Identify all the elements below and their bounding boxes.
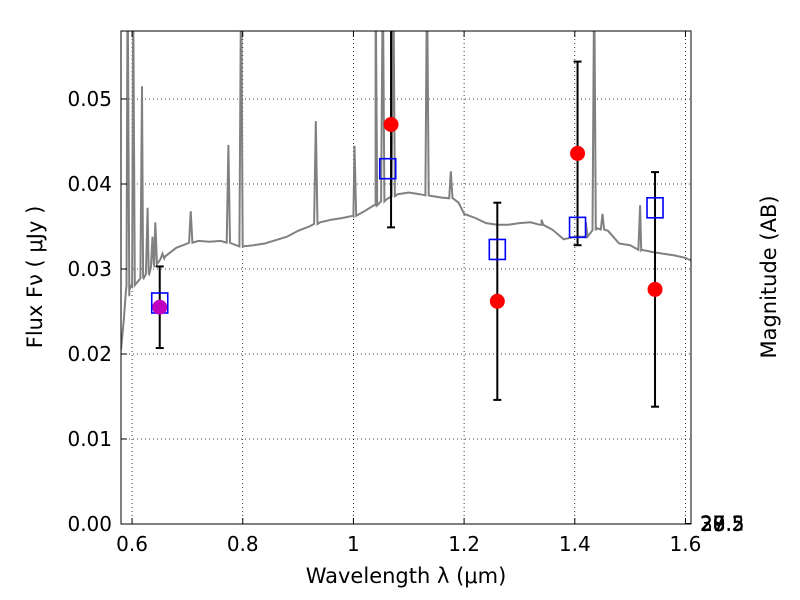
x-tick-label: 0.6 (116, 532, 148, 556)
observed-flux-point (489, 293, 505, 309)
grid-layer (121, 31, 691, 524)
x-axis-ticks: 0.6 0.8 1 1.2 1.4 1.6 (116, 31, 701, 556)
magnitude-tick-label: 29 (700, 512, 725, 536)
model-spectrum-line (121, 31, 691, 350)
model-flux-box (488, 238, 507, 261)
observed-flux-point (570, 145, 586, 161)
x-tick-label: 1.2 (448, 532, 480, 556)
y-tick-label: 0.00 (67, 512, 112, 536)
magnitude-axis-label: Magnitude (AB) (757, 195, 781, 358)
magnitude-tick-label: 27 (700, 512, 725, 536)
magnitude-tick-label: 27.2 (700, 512, 745, 536)
y-tick-label: 0.02 (67, 342, 112, 366)
magnitude-tick-label: 27.5 (700, 512, 745, 536)
x-axis-label: Wavelength λ (μm) (306, 564, 507, 588)
y-tick-label: 0.01 (67, 427, 112, 451)
y-axis-label: Flux Fν ( μJy ) (23, 206, 47, 349)
x-tick-label: 1.4 (559, 532, 591, 556)
y-tick-label: 0.04 (67, 172, 112, 196)
errorbar-layer (155, 31, 660, 408)
magnitude-tick-label: 28 (700, 512, 725, 536)
plot-frame (120, 30, 692, 525)
model-flux-box (378, 157, 397, 180)
points-layer (150, 117, 664, 315)
observed-flux-point (383, 117, 399, 132)
magnitude-tick-label: 30 (700, 512, 725, 536)
model-flux-box (646, 197, 664, 219)
y-tick-label: 0.05 (67, 87, 112, 111)
observed-flux-point (647, 281, 663, 297)
x-tick-label: 0.8 (227, 532, 259, 556)
y-axis-ticks: 0.00 0.01 0.02 0.03 0.04 0.05 (67, 87, 127, 536)
x-tick-label: 1.6 (670, 532, 702, 556)
x-tick-label: 1 (347, 532, 360, 556)
model-flux-box (568, 216, 587, 239)
magnitude-tick-label: 28.5 (700, 512, 745, 536)
plot-area (121, 31, 691, 408)
observed-flux-point (152, 299, 168, 315)
y-tick-label: 0.03 (67, 257, 112, 281)
